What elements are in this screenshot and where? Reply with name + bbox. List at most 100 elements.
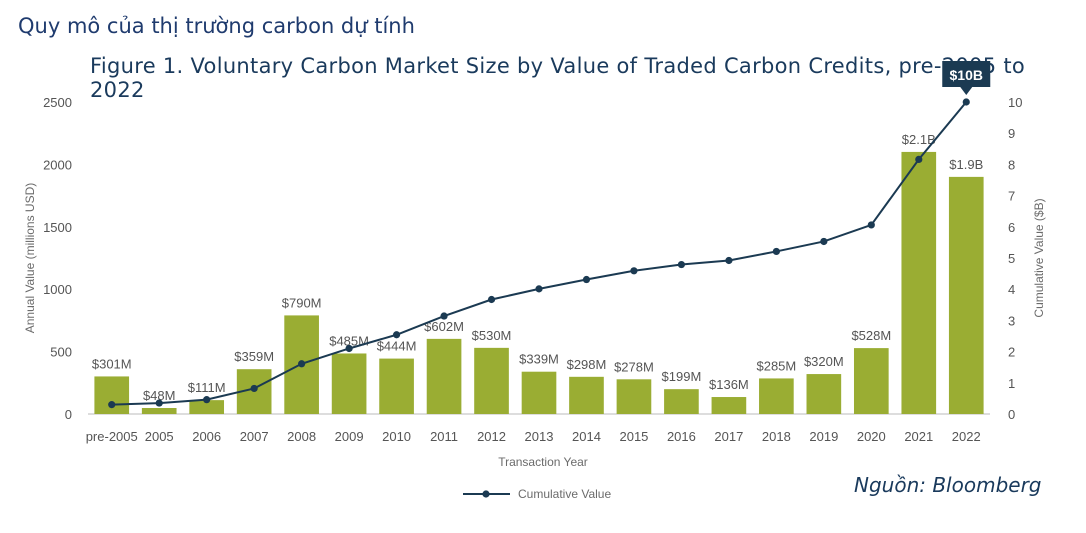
bar-2015 xyxy=(616,379,652,414)
cumulative-point-2009 xyxy=(345,344,353,353)
x-tick-label: 2021 xyxy=(904,429,933,444)
y2-tick-label: 5 xyxy=(1008,251,1015,266)
x-tick-label: pre-2005 xyxy=(86,429,138,444)
bar-value-label: $111M xyxy=(188,380,226,395)
x-tick-label: 2020 xyxy=(857,429,886,444)
bar-2016 xyxy=(664,389,699,414)
bar-value-label: $278M xyxy=(614,359,654,374)
cumulative-point-2007 xyxy=(250,384,258,393)
callout-box xyxy=(942,61,991,95)
x-tick-label: 2010 xyxy=(382,429,411,444)
legend-marker xyxy=(482,490,490,498)
y2-tick-label: 9 xyxy=(1008,126,1015,141)
bar-value-label: $530M xyxy=(472,328,512,343)
y2-tick-label: 10 xyxy=(1008,95,1022,110)
bar-2014 xyxy=(569,376,604,414)
bar-2010 xyxy=(379,358,414,414)
bar-2011 xyxy=(426,338,462,414)
bar-2006 xyxy=(189,400,225,414)
y2-tick-label: 4 xyxy=(1008,282,1015,297)
y2-tick-label: 2 xyxy=(1008,345,1015,360)
x-tick-label: 2022 xyxy=(952,429,981,444)
page-heading: Quy mô của thị trường carbon dự tính xyxy=(18,14,415,38)
x-tick-label: 2007 xyxy=(240,429,269,444)
cumulative-point-2015 xyxy=(630,267,638,275)
bar-value-label: $136M xyxy=(709,377,749,392)
y2-tick-label: 1 xyxy=(1008,376,1015,391)
x-tick-label: 2011 xyxy=(430,429,458,444)
bar-value-label: $320M xyxy=(804,354,844,369)
y-tick-label: 2500 xyxy=(43,95,72,110)
bar-value-label: $301M xyxy=(92,356,132,371)
x-tick-label: 2008 xyxy=(287,429,316,444)
callout-label: $10B xyxy=(950,67,983,83)
bar-2012 xyxy=(474,347,509,414)
legend-label: Cumulative Value xyxy=(518,487,611,501)
bar-value-label: $199M xyxy=(662,369,702,384)
bar-value-label: $528M xyxy=(851,328,891,343)
bar-2021 xyxy=(901,151,937,415)
bar-2019 xyxy=(806,374,842,414)
cumulative-point-2010 xyxy=(392,331,401,339)
bar-value-label: $298M xyxy=(567,357,607,372)
x-axis-title: Transaction Year xyxy=(498,455,588,469)
cumulative-point-2005 xyxy=(155,399,163,407)
cumulative-point-2020 xyxy=(867,221,875,229)
cumulative-point-2022 xyxy=(962,98,970,106)
x-tick-label: 2018 xyxy=(762,429,791,444)
bar-value-label: $1.9B xyxy=(949,157,983,172)
y2-tick-label: 8 xyxy=(1008,157,1015,172)
cumulative-point-2012 xyxy=(487,295,496,304)
y-tick-label: 2000 xyxy=(43,157,72,172)
x-tick-label: 2017 xyxy=(714,429,743,444)
bar-value-label: $2.1B xyxy=(902,132,936,147)
bar-2018 xyxy=(759,378,794,414)
chart-title: Figure 1. Voluntary Carbon Market Size b… xyxy=(90,54,1026,102)
y-tick-label: 1000 xyxy=(43,282,72,297)
cumulative-point-2016 xyxy=(677,260,686,269)
bar-2022 xyxy=(948,176,984,414)
bar-value-label: $48M xyxy=(143,388,176,403)
y2-tick-label: 3 xyxy=(1008,313,1015,328)
source-note: Nguồn: Bloomberg xyxy=(854,473,1042,497)
x-tick-label: 2015 xyxy=(619,429,648,444)
bar-2005 xyxy=(141,408,177,414)
x-tick-label: 2012 xyxy=(477,429,506,444)
cumulative-point-2017 xyxy=(725,256,733,265)
x-tick-label: 2013 xyxy=(525,429,554,444)
y-tick-label: 500 xyxy=(50,345,72,360)
cumulative-point-2011 xyxy=(440,312,448,320)
bar-value-label: $602M xyxy=(424,319,464,334)
cumulative-point-pre-2005 xyxy=(108,401,116,409)
y2-tick-label: 6 xyxy=(1008,220,1015,235)
y2-tick-label: 7 xyxy=(1008,189,1015,204)
cumulative-point-2013 xyxy=(535,285,543,293)
bar-value-label: $359M xyxy=(234,349,274,364)
cumulative-point-2006 xyxy=(203,396,211,404)
y2-axis-title: Cumulative Value ($B) xyxy=(1032,198,1046,317)
cumulative-point-2018 xyxy=(772,247,780,256)
y2-tick-label: 0 xyxy=(1008,407,1015,422)
bar-value-label: $790M xyxy=(282,295,322,310)
cumulative-point-2019 xyxy=(820,237,828,246)
bar-2020 xyxy=(853,348,889,414)
bar-pre-2005 xyxy=(94,376,130,414)
bar-value-label: $444M xyxy=(377,339,417,354)
cumulative-point-2014 xyxy=(582,275,591,284)
cumulative-point-2008 xyxy=(298,360,306,368)
x-tick-label: 2016 xyxy=(667,429,696,444)
x-tick-label: 2009 xyxy=(335,429,364,444)
y-axis-title: Annual Value (millions USD) xyxy=(23,183,37,334)
x-tick-label: 2014 xyxy=(572,429,601,444)
cumulative-point-2021 xyxy=(915,155,923,164)
x-tick-label: 2005 xyxy=(145,429,174,444)
y-tick-label: 1500 xyxy=(43,220,72,235)
x-tick-label: 2006 xyxy=(192,429,221,444)
bar-2013 xyxy=(521,371,557,414)
bar-2017 xyxy=(711,397,747,414)
bar-value-label: $285M xyxy=(756,358,796,373)
bar-value-label: $339M xyxy=(519,352,559,367)
x-tick-label: 2019 xyxy=(809,429,838,444)
y-tick-label: 0 xyxy=(65,407,72,422)
